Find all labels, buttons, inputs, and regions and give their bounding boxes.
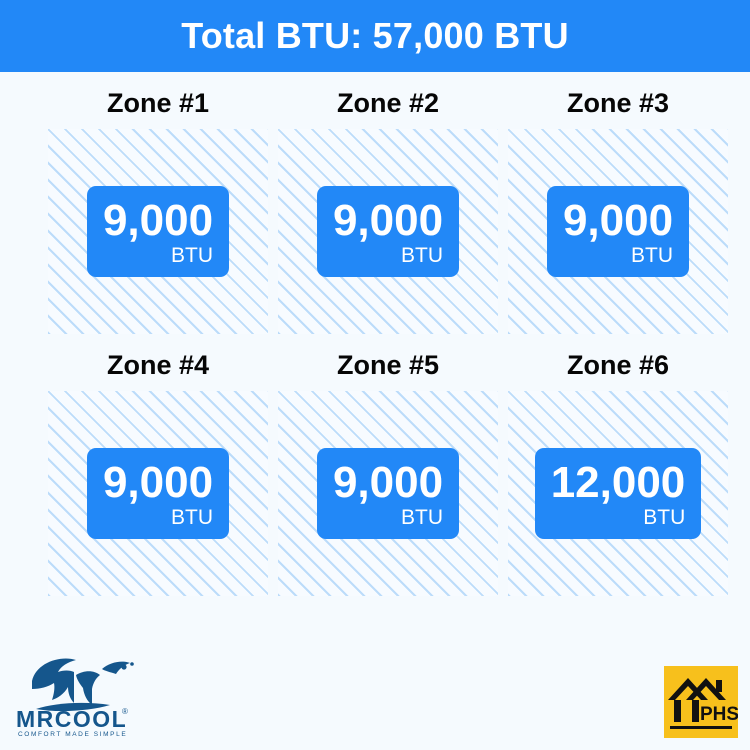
zone-title: Zone #2 — [336, 88, 440, 118]
mrcool-tagline-text: COMFORT MADE SIMPLE — [154, 651, 155, 652]
zone-panel: 9,000 BTU — [48, 129, 268, 334]
zone-title: Zone #4 — [106, 350, 210, 380]
zone-panel: 12,000 BTU — [508, 391, 728, 596]
mrcool-wordmark: MRCOOL ® COMFORT MADE SIMPLE — [16, 706, 128, 738]
svg-text:COMFORT MADE SIMPLE: COMFORT MADE SIMPLE — [18, 731, 127, 737]
btu-badge[interactable]: 9,000 BTU — [546, 186, 690, 277]
zone-row-2: Zone #4 9,000 BTU Zone #5 9,000 BTU Zone… — [0, 334, 750, 596]
footer-bar: MRCOOL ® COMFORT MADE SIMPLE MRCOOL COMF… — [0, 642, 750, 750]
btu-value: 9,000 — [332, 458, 444, 508]
btu-badge[interactable]: 9,000 BTU — [86, 186, 230, 277]
btu-unit-label: BTU — [171, 505, 214, 529]
zone-title: Zone #6 — [566, 350, 670, 380]
btu-unit-label: BTU — [171, 243, 214, 267]
phs-label: PHS — [700, 704, 738, 725]
phs-label-text: PHS — [738, 666, 739, 667]
zone-title: Zone #3 — [566, 88, 670, 118]
btu-unit-label: BTU — [401, 505, 444, 529]
btu-value: 9,000 — [102, 458, 214, 508]
zone-panel: 9,000 BTU — [508, 129, 728, 334]
svg-text:®: ® — [122, 707, 128, 716]
page-title: Total BTU: 57,000 BTU — [181, 15, 569, 56]
zone-title: Zone #1 — [106, 88, 210, 118]
btu-badge[interactable]: 9,000 BTU — [316, 448, 460, 539]
btu-value: 9,000 — [332, 196, 444, 246]
zone-panel: 9,000 BTU — [48, 391, 268, 596]
mrcool-wordmark-text: MRCOOL — [154, 651, 155, 652]
btu-value: 12,000 — [550, 458, 686, 508]
zone-card-5[interactable]: Zone #5 9,000 BTU — [278, 334, 498, 596]
btu-unit-label: BTU — [643, 505, 686, 529]
mrcool-bear-icon: MRCOOL ® COMFORT MADE SIMPLE — [16, 658, 134, 738]
zone-card-1[interactable]: Zone #1 9,000 BTU — [48, 72, 268, 334]
zone-row-1: Zone #1 9,000 BTU Zone #2 9,000 BTU Zone… — [0, 72, 750, 334]
zone-panel: 9,000 BTU — [278, 391, 498, 596]
btu-badge[interactable]: 12,000 BTU — [534, 448, 702, 539]
zone-panel: 9,000 BTU — [278, 129, 498, 334]
btu-value: 9,000 — [562, 196, 674, 246]
zone-card-4[interactable]: Zone #4 9,000 BTU — [48, 334, 268, 596]
zone-card-3[interactable]: Zone #3 9,000 BTU — [508, 72, 728, 334]
zones-grid: Zone #1 9,000 BTU Zone #2 9,000 BTU Zone… — [0, 72, 750, 596]
btu-badge[interactable]: 9,000 BTU — [316, 186, 460, 277]
mrcool-logo: MRCOOL ® COMFORT MADE SIMPLE MRCOOL COMF… — [14, 651, 154, 742]
zone-title: Zone #5 — [336, 350, 440, 380]
header-banner: Total BTU: 57,000 BTU — [0, 0, 750, 72]
btu-badge[interactable]: 9,000 BTU — [86, 448, 230, 539]
phs-house-icon: PHS — [668, 678, 739, 729]
zone-card-6[interactable]: Zone #6 12,000 BTU — [508, 334, 728, 596]
phs-logo: PHS PHS — [664, 666, 739, 738]
btu-unit-label: BTU — [401, 243, 444, 267]
btu-unit-label: BTU — [631, 243, 674, 267]
svg-text:MRCOOL: MRCOOL — [16, 706, 127, 732]
btu-value: 9,000 — [102, 196, 214, 246]
zone-card-2[interactable]: Zone #2 9,000 BTU — [278, 72, 498, 334]
